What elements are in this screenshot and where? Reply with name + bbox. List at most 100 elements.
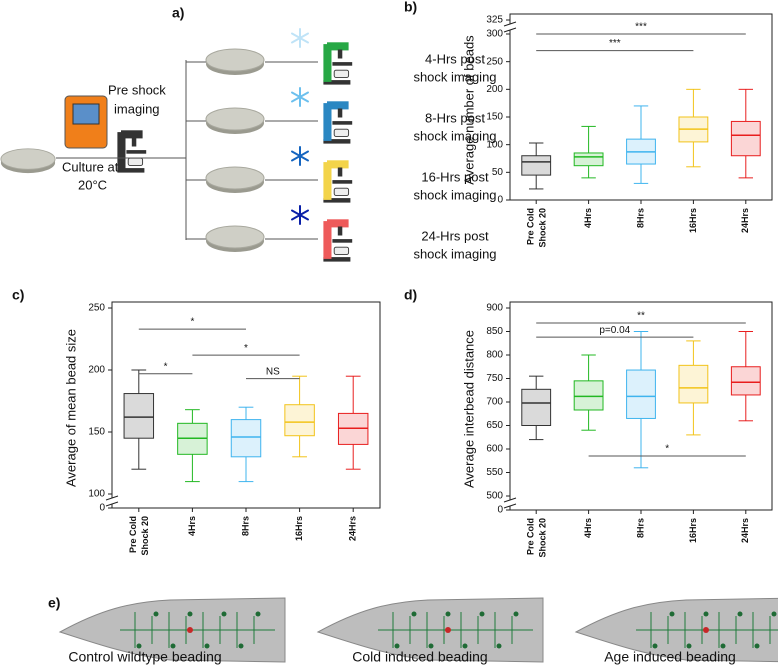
branch-text: 8-Hrs post xyxy=(425,110,485,125)
illustrations: e) Control wildtype beading Cold induced … xyxy=(48,595,778,665)
culture-text: Culture at xyxy=(62,159,119,174)
y-tick-label: 750 xyxy=(486,373,503,384)
branch-text: shock imaging xyxy=(413,69,496,84)
axis-break-mark xyxy=(503,497,517,503)
axis-break xyxy=(504,24,516,30)
microscope xyxy=(116,129,147,174)
panel-label: c) xyxy=(12,287,24,303)
caption: Age induced beading xyxy=(604,649,736,665)
significance-label: p=0.04 xyxy=(599,325,630,336)
x-tick-label: 4Hrs xyxy=(187,516,197,536)
pre-shock-text: imaging xyxy=(114,101,160,116)
branch-text: 4-Hrs post xyxy=(425,51,485,66)
box xyxy=(573,380,604,411)
branch-text: 16-Hrs post xyxy=(421,169,489,184)
dish xyxy=(205,107,265,135)
dish xyxy=(0,148,56,174)
box xyxy=(730,366,761,396)
x-tick-label: 4Hrs xyxy=(583,518,593,538)
significance-label: ** xyxy=(637,311,645,322)
panel-label: e) xyxy=(48,595,60,611)
bead xyxy=(513,611,519,617)
bead xyxy=(221,611,227,617)
bead xyxy=(187,611,193,617)
significance-label: *** xyxy=(609,38,621,49)
box xyxy=(521,388,552,426)
bead xyxy=(669,611,675,617)
y-tick-label: 300 xyxy=(486,29,503,40)
panel-label: b) xyxy=(404,0,417,15)
significance-label: * xyxy=(190,317,194,328)
y-tick-label: 550 xyxy=(486,467,503,478)
box xyxy=(678,364,709,404)
pre-shock-text: Pre shock xyxy=(108,82,166,97)
bead xyxy=(411,611,417,617)
y-tick-label: 100 xyxy=(88,489,105,500)
x-tick-label: Pre Cold xyxy=(128,516,138,553)
bead xyxy=(737,611,743,617)
significance-label: * xyxy=(665,444,669,455)
y-tick-label: 500 xyxy=(486,491,503,502)
y-tick-label: 100 xyxy=(486,139,503,150)
bead xyxy=(754,643,760,649)
y-tick-label: 325 xyxy=(486,15,503,26)
x-tick-label: 8Hrs xyxy=(635,208,645,228)
y-tick-label: 200 xyxy=(486,84,503,95)
x-tick-label: 8Hrs xyxy=(240,516,250,536)
y-tick-label: 900 xyxy=(486,303,503,314)
bead xyxy=(652,643,658,649)
diagram: a) Pre shock imaging Culture at 20°C 4-H… xyxy=(0,5,497,263)
microscope xyxy=(322,159,353,204)
caption: Cold induced beading xyxy=(352,649,487,665)
axis-break-mark xyxy=(503,27,517,33)
significance-label: * xyxy=(244,343,248,354)
box xyxy=(573,152,604,167)
x-tick-label: 24Hrs xyxy=(348,516,358,541)
bead xyxy=(445,611,451,617)
branch-text: shock imaging xyxy=(413,128,496,143)
bead xyxy=(170,643,176,649)
significance-label: *** xyxy=(635,22,647,33)
x-tick-label: 24Hrs xyxy=(740,518,750,543)
x-tick-label: Pre Cold xyxy=(526,208,536,245)
y-axis-label: Average interbead distance xyxy=(461,330,476,488)
y-axis-label: Average of mean bead size xyxy=(63,329,78,487)
snowflake xyxy=(291,205,309,225)
significance-label: * xyxy=(164,361,168,372)
axis-break-mark xyxy=(105,501,119,507)
y-tick-label: 250 xyxy=(88,303,105,314)
box xyxy=(284,404,315,437)
chart: b) Average number of beads 0 50 100 150 200 250… xyxy=(404,0,773,248)
x-tick-label: 4Hrs xyxy=(583,208,593,228)
axis-break-mark xyxy=(503,503,517,509)
snowflake xyxy=(291,146,309,166)
y-tick-label: 850 xyxy=(486,326,503,337)
panel-label: a) xyxy=(172,5,184,21)
box xyxy=(521,155,552,176)
x-tick-label: 8Hrs xyxy=(635,518,645,538)
bead xyxy=(428,643,434,649)
y-tick-label: 0 xyxy=(99,503,105,514)
microscope xyxy=(322,218,353,263)
significance-label: NS xyxy=(266,366,280,377)
x-tick-label: Shock 20 xyxy=(140,516,150,556)
caption: Control wildtype beading xyxy=(68,649,221,665)
dish xyxy=(205,225,265,253)
y-axis-label: Average number of beads xyxy=(461,35,476,185)
axis-break xyxy=(504,500,516,506)
bead xyxy=(462,643,468,649)
y-tick-label: 0 xyxy=(497,195,503,206)
y-tick-label: 600 xyxy=(486,444,503,455)
snowflake xyxy=(291,28,309,48)
x-tick-label: Pre Cold xyxy=(526,518,536,555)
bead xyxy=(703,627,709,633)
bead xyxy=(394,643,400,649)
axis-break-mark xyxy=(105,495,119,501)
y-tick-label: 700 xyxy=(486,397,503,408)
bead xyxy=(136,643,142,649)
bead xyxy=(187,627,193,633)
panel-label: d) xyxy=(404,287,417,303)
snowflake xyxy=(291,87,309,107)
bead xyxy=(153,611,159,617)
box xyxy=(123,393,155,439)
